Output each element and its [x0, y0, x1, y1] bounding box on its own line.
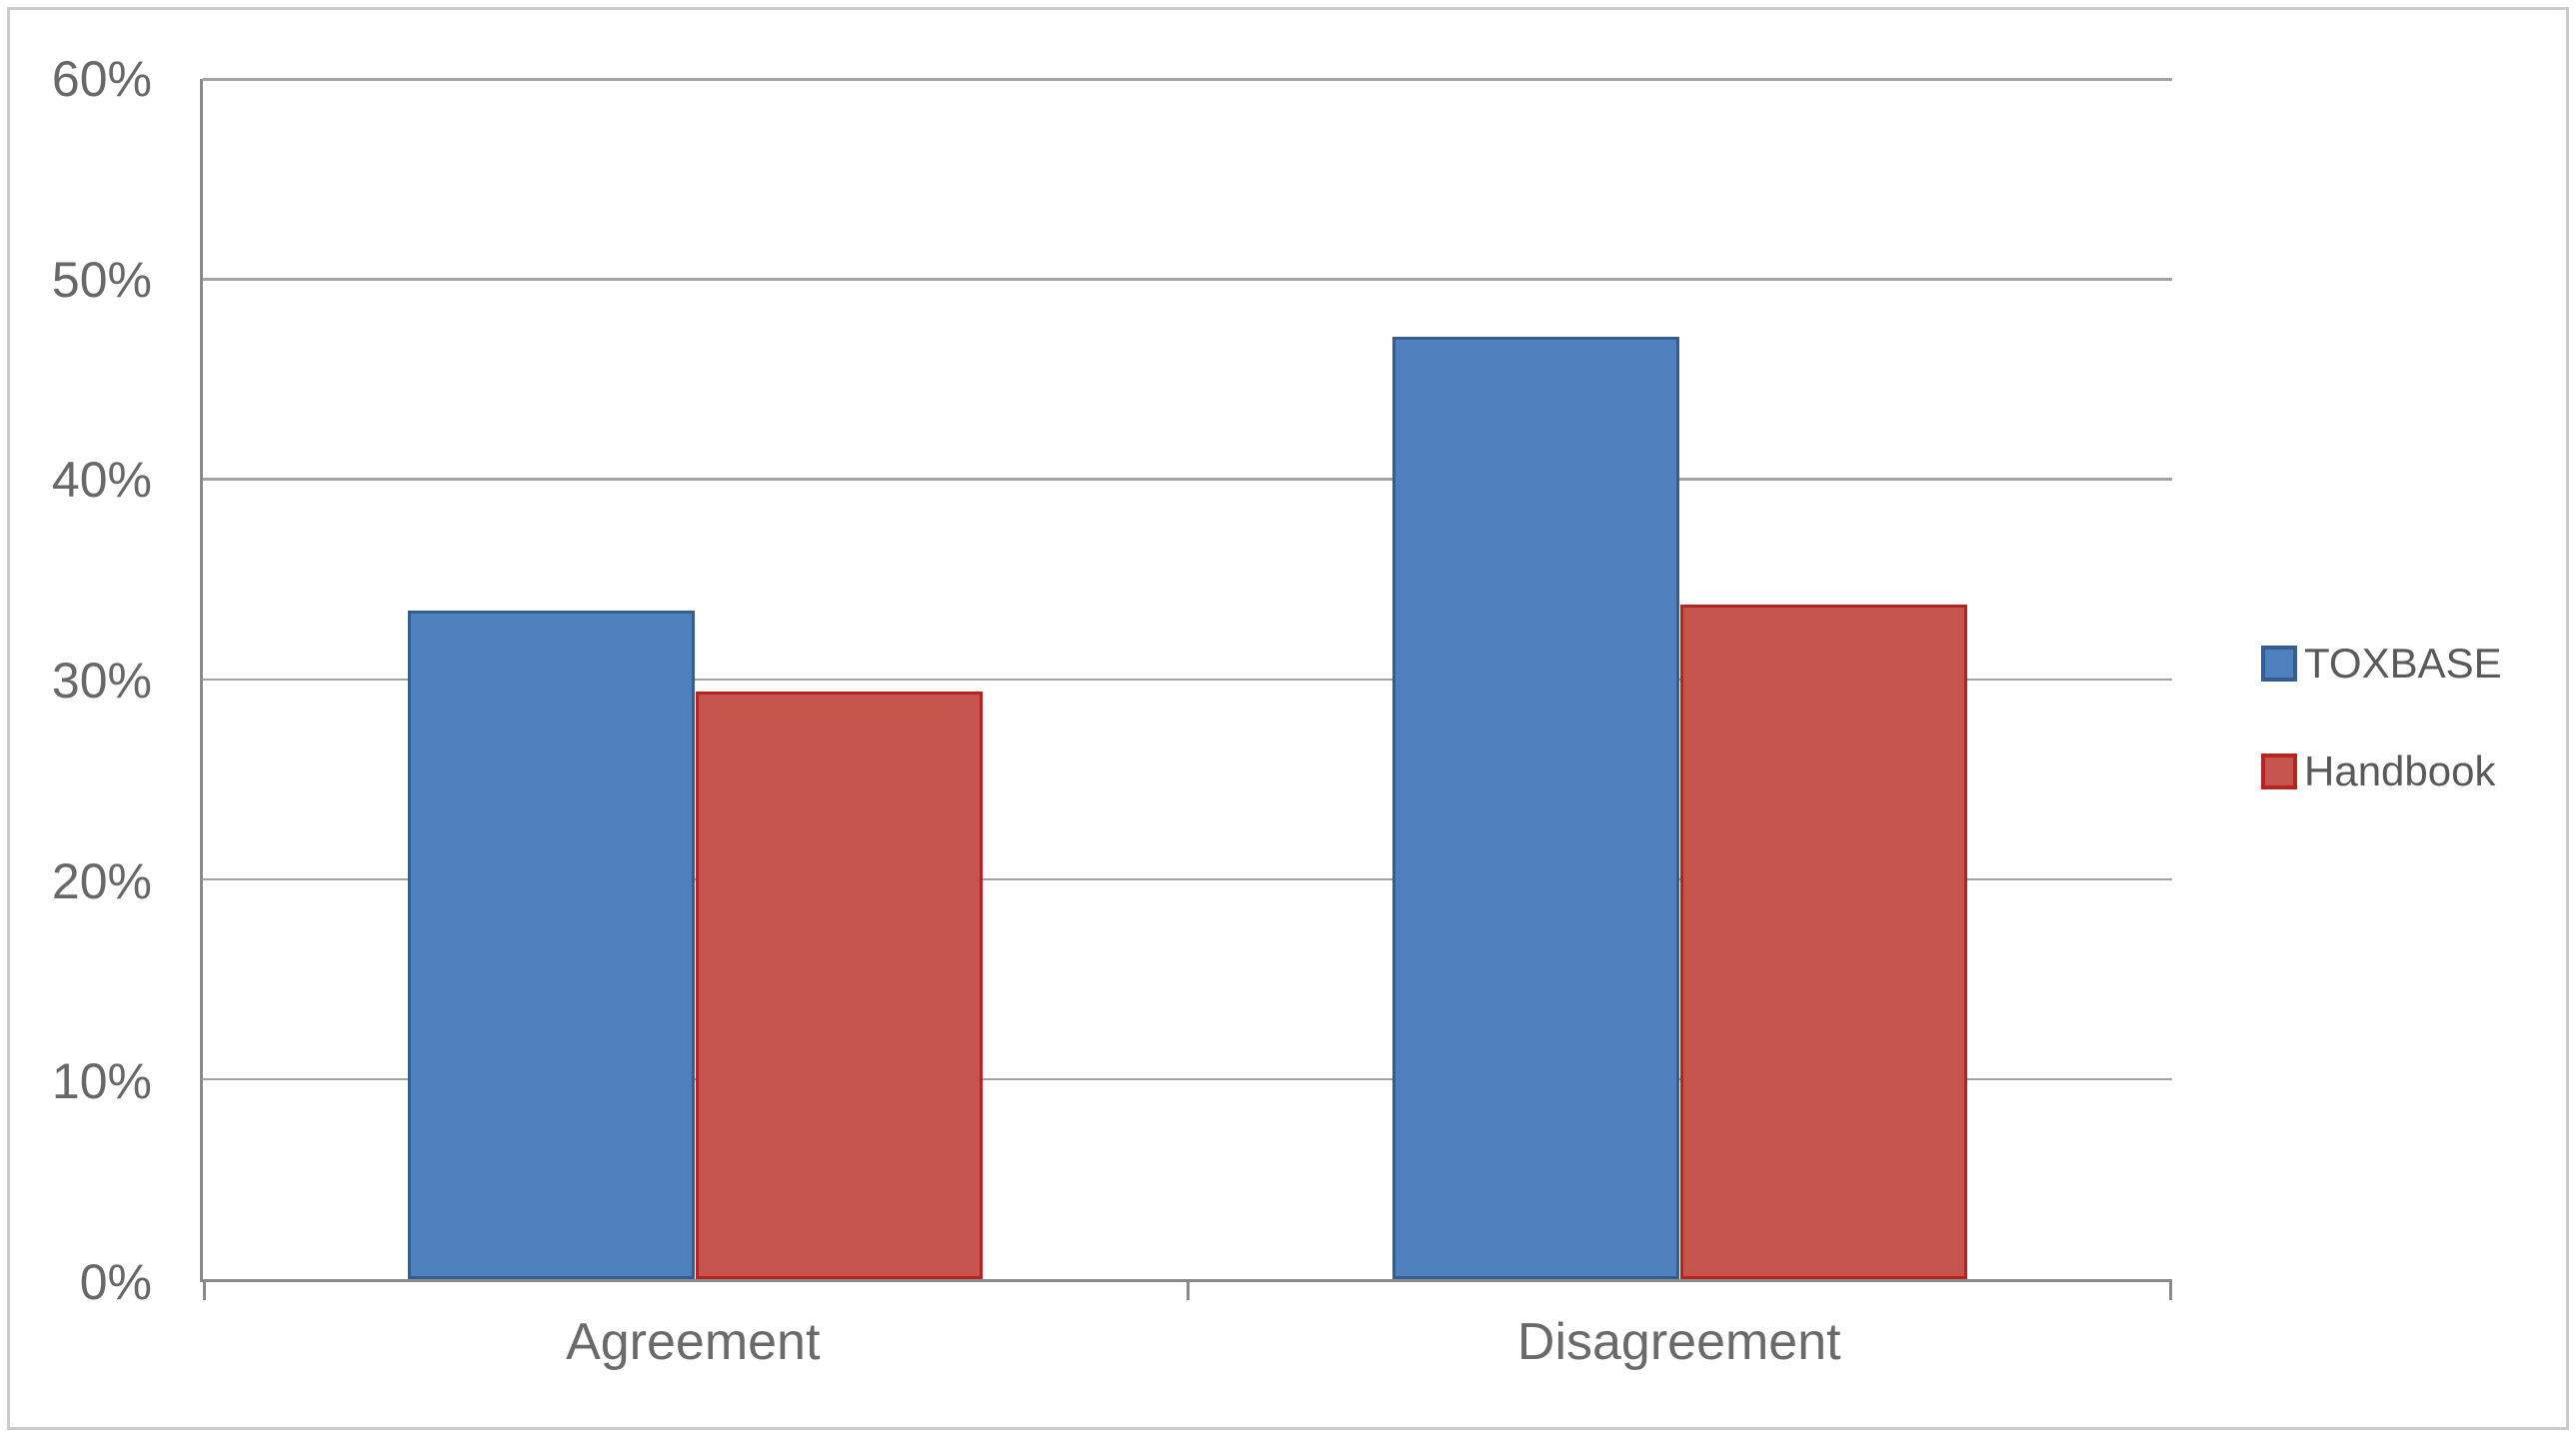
- plot-area: [200, 78, 2172, 1300]
- y-tick-label-40: 40%: [51, 452, 152, 509]
- gridline-40: [203, 478, 2172, 481]
- legend-label-toxbase: TOXBASE: [2304, 640, 2502, 687]
- x-tick-label-disagreement: Disagreement: [1516, 1313, 1841, 1371]
- x-tick-label-agreement: Agreement: [566, 1313, 821, 1371]
- y-tick-label-50: 50%: [51, 251, 152, 308]
- x-axis: Agreement Disagreement: [200, 1312, 2172, 1382]
- bar-handbook-disagreement: [1679, 605, 1968, 1279]
- y-tick-label-20: 20%: [51, 852, 152, 909]
- y-axis: 0% 10% 20% 30% 40% 50% 60%: [0, 51, 152, 1310]
- bar-handbook-agreement: [695, 691, 984, 1279]
- gridline-30: [203, 678, 2172, 681]
- x-axis-tick-2: [2169, 1279, 2172, 1300]
- legend-marker-toxbase-icon: [2261, 646, 2297, 682]
- legend-item-toxbase: TOXBASE: [2261, 640, 2502, 688]
- gridline-60: [203, 78, 2172, 81]
- legend-item-handbook: Handbook: [2261, 747, 2502, 795]
- gridline-50: [203, 278, 2172, 281]
- legend: TOXBASE Handbook: [2261, 640, 2502, 795]
- y-tick-label-0: 0%: [79, 1254, 152, 1310]
- legend-marker-handbook-icon: [2261, 753, 2297, 789]
- y-tick-label-30: 30%: [51, 653, 152, 709]
- gridline-20: [203, 877, 2172, 881]
- y-tick-label-60: 60%: [51, 51, 152, 107]
- x-axis-tick-1: [1186, 1279, 1190, 1300]
- bar-toxbase-agreement: [407, 611, 696, 1279]
- gridline-10: [203, 1077, 2172, 1081]
- x-axis-tick-0: [203, 1279, 206, 1300]
- legend-label-handbook: Handbook: [2304, 747, 2496, 794]
- bar-toxbase-disagreement: [1391, 337, 1680, 1279]
- y-tick-label-10: 10%: [51, 1053, 152, 1110]
